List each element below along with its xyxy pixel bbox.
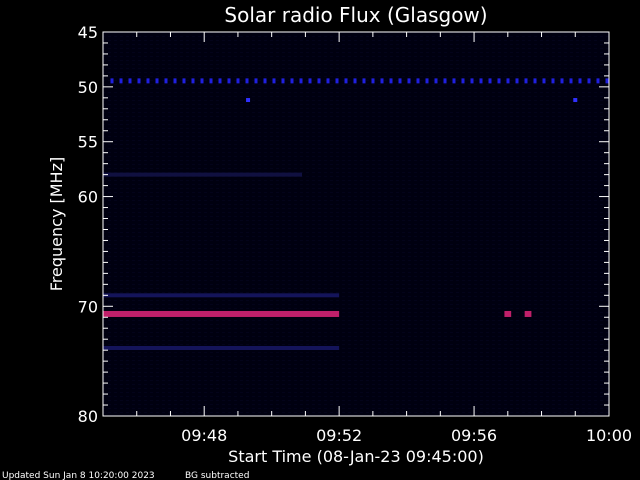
dotted-line-dot — [227, 78, 231, 84]
dotted-line-dot — [326, 78, 330, 84]
dotted-line-dot — [551, 78, 555, 84]
axis-ticks: 45 50 55 60 70 80 09:48 09:52 09:56 10:00 — [78, 23, 632, 445]
x-tick-label: 09:52 — [316, 426, 362, 445]
dotted-line-dot — [200, 78, 204, 84]
dotted-line-dot — [416, 78, 420, 84]
dotted-line-dot — [488, 78, 492, 84]
dotted-line-dot — [191, 78, 195, 84]
isolated-point-1 — [573, 98, 578, 103]
dotted-line-dot — [605, 78, 609, 84]
dotted-line-dot — [155, 78, 159, 84]
dotted-line-dot — [272, 78, 276, 84]
y-tick-label: 70 — [78, 297, 98, 316]
dotted-line-dot — [596, 78, 600, 84]
dotted-line-dot — [479, 78, 483, 84]
plot-frame — [102, 31, 610, 417]
isolated-point-0 — [246, 98, 251, 103]
emission-band-0 — [103, 310, 340, 317]
dotted-line-dot — [560, 78, 564, 84]
x-tick-label: 09:48 — [181, 426, 227, 445]
dotted-line-dot — [299, 78, 303, 84]
y-tick-label: 50 — [78, 78, 98, 97]
dotted-line-dot — [497, 78, 501, 84]
weak-band-6 — [103, 345, 340, 350]
dotted-line-dot — [371, 78, 375, 84]
dotted-line-dot — [344, 78, 348, 84]
footer-note: BG subtracted — [185, 471, 249, 480]
dotted-line-dot — [515, 78, 519, 84]
dotted-line-dot — [461, 78, 465, 84]
x-tick-label: 10:00 — [586, 426, 632, 445]
dotted-line-dot — [308, 78, 312, 84]
y-axis-title: Frequency [MHz] — [47, 157, 66, 291]
x-axis-title: Start Time (08-Jan-23 09:45:00) — [228, 447, 484, 466]
y-tick-label: 60 — [78, 188, 98, 207]
dotted-line-dot — [254, 78, 258, 84]
dotted-line-dot — [317, 78, 321, 84]
weak-band-5 — [103, 293, 340, 298]
dotted-line-dot — [452, 78, 456, 84]
dotted-line-dot — [380, 78, 384, 84]
dotted-line-dot — [425, 78, 429, 84]
dotted-line-dot — [587, 78, 591, 84]
dotted-line-dot — [290, 78, 294, 84]
dotted-line-dot — [128, 78, 132, 84]
y-tick-label: 80 — [78, 407, 98, 426]
spectrogram-features — [103, 78, 609, 350]
dotted-line-dot — [362, 78, 366, 84]
dotted-line-dot — [353, 78, 357, 84]
dotted-line-dot — [218, 78, 222, 84]
weak-band-4 — [103, 172, 303, 177]
footer-updated: Updated Sun Jan 8 10:20:00 2023 — [2, 471, 155, 480]
dotted-line-dot — [263, 78, 267, 84]
dotted-line-dot — [398, 78, 402, 84]
dotted-line-dot — [578, 78, 582, 84]
y-tick-label: 55 — [78, 133, 98, 152]
dotted-line-dot — [533, 78, 537, 84]
dotted-line-dot — [137, 78, 141, 84]
dotted-line-dot — [146, 78, 150, 84]
dotted-line-dot — [173, 78, 177, 84]
dotted-line-dot — [407, 78, 411, 84]
dotted-line-dot — [209, 78, 213, 84]
dotted-line-dot — [389, 78, 393, 84]
dotted-line-dot — [434, 78, 438, 84]
chart-title: Solar radio Flux (Glasgow) — [224, 3, 487, 27]
dotted-line-3 — [110, 78, 609, 84]
dotted-line-dot — [542, 78, 546, 84]
dotted-line-dot — [164, 78, 168, 84]
dotted-line-dot — [119, 78, 123, 84]
dotted-line-dot — [569, 78, 573, 84]
dotted-line-dot — [245, 78, 249, 84]
dotted-line-dot — [335, 78, 339, 84]
dotted-line-dot — [524, 78, 528, 84]
dotted-line-dot — [110, 78, 114, 84]
plot-area — [103, 32, 609, 416]
dotted-line-dot — [182, 78, 186, 84]
dotted-line-dot — [470, 78, 474, 84]
dotted-line-dot — [281, 78, 285, 84]
emission-band-1 — [504, 310, 512, 317]
x-tick-label: 09:56 — [451, 426, 497, 445]
emission-band-2 — [524, 310, 532, 317]
dotted-line-dot — [443, 78, 447, 84]
y-tick-label: 45 — [78, 23, 98, 42]
dotted-line-dot — [236, 78, 240, 84]
dotted-line-dot — [506, 78, 510, 84]
